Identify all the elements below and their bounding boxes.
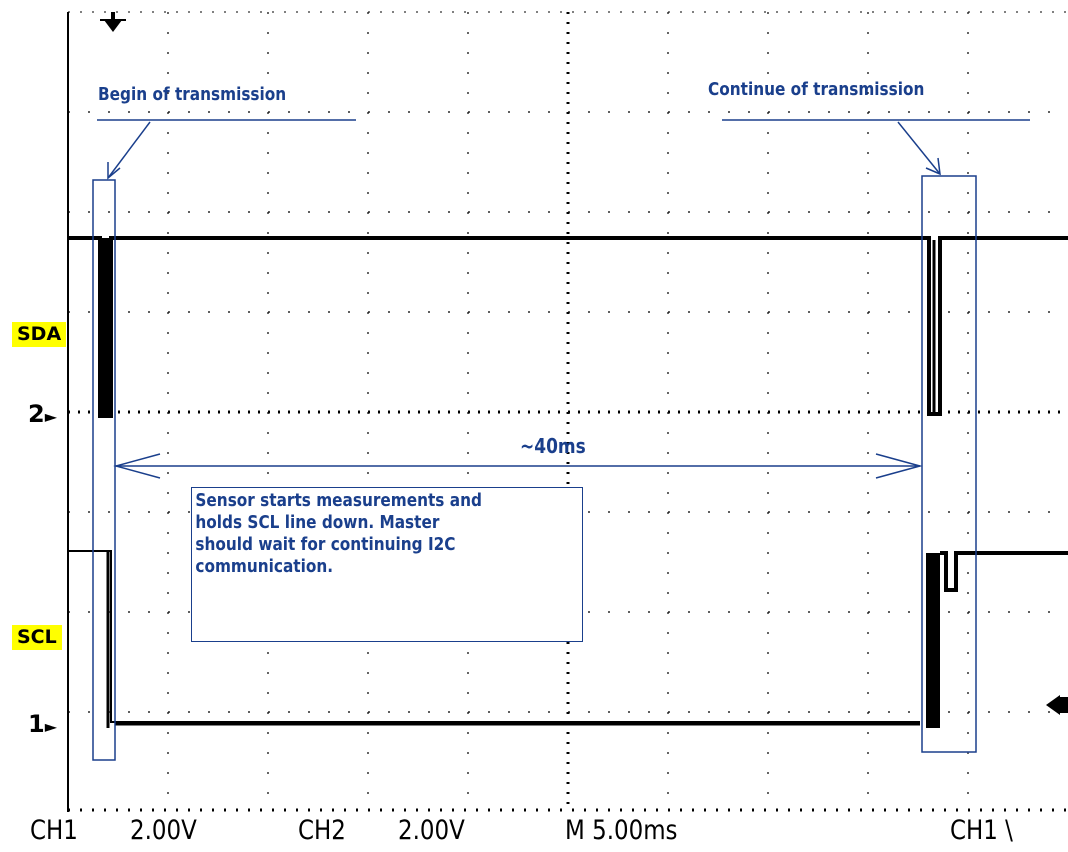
trigger-level-icon [1046,695,1068,715]
scl-trace [68,550,1068,728]
status-ch1-scale: 2.00V [130,815,197,846]
sda-channel-label: SDA [12,322,67,347]
ch2-marker-number: 2 [28,400,45,428]
right-arrow-icon: ► [44,407,58,426]
continue-transmission-label: Continue of transmission [708,79,925,100]
graticule-frame [67,11,1068,812]
duration-label: ~40ms [520,434,586,458]
annotation-graphics [92,119,1030,761]
right-arrow-icon: ► [44,717,58,736]
status-ch2-scale: 2.00V [398,815,465,846]
trigger-position-icon [100,12,126,32]
ch1-marker: 1► [28,710,57,738]
begin-highlight-box [92,179,116,761]
begin-leader [107,121,151,179]
measurement-note-box: Sensor starts measurements and holds SCL… [191,487,583,642]
continue-leader [897,121,941,175]
begin-transmission-label: Begin of transmission [98,84,287,105]
status-ch1: CH1 [30,815,78,846]
ch1-marker-number: 1 [28,710,45,738]
status-trigger: CH1 \ [950,815,1013,846]
graticule-grid [68,12,1068,812]
scl-channel-label: SCL [12,625,62,650]
continue-highlight-box [921,175,977,753]
ch2-marker: 2► [28,400,57,428]
sda-trace [68,236,1068,418]
status-ch2: CH2 [298,815,346,846]
status-timebase: M 5.00ms [565,815,678,846]
measurement-note-text: Sensor starts measurements and holds SCL… [195,490,482,577]
